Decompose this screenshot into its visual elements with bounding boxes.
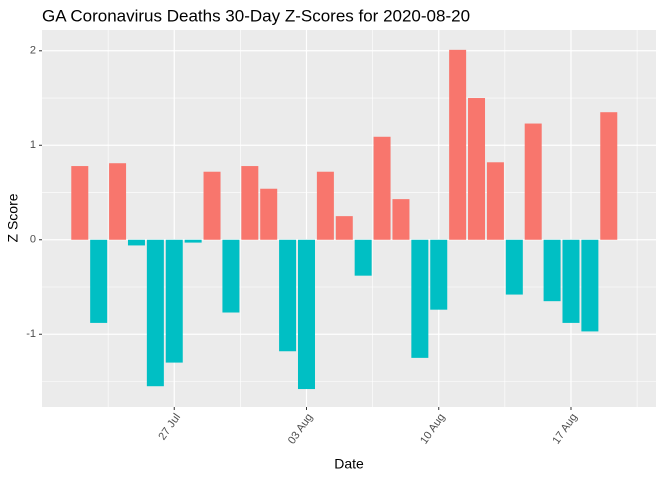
y-tick-label: 1 — [30, 139, 36, 151]
bar — [316, 171, 334, 240]
bar — [581, 239, 599, 332]
chart-title: GA Coronavirus Deaths 30-Day Z-Scores fo… — [42, 6, 470, 25]
y-axis-label: Z Score — [5, 193, 21, 242]
bar — [184, 239, 202, 243]
x-tick-label: 03 Aug — [286, 412, 315, 447]
bar — [146, 239, 164, 387]
bar — [90, 239, 108, 323]
y-tick-label: 0 — [30, 234, 36, 246]
bar — [297, 239, 315, 390]
bar — [562, 239, 580, 323]
bar — [486, 162, 504, 240]
bar — [335, 216, 353, 240]
bar — [260, 188, 278, 240]
bar — [109, 163, 127, 240]
bar — [411, 239, 429, 358]
bar — [279, 239, 297, 352]
bar — [241, 166, 259, 240]
bar — [449, 49, 467, 240]
bar — [222, 239, 240, 313]
bar — [203, 171, 221, 240]
bar — [71, 166, 89, 240]
x-axis-label: Date — [334, 456, 364, 472]
bar — [165, 239, 183, 363]
bar — [468, 98, 486, 240]
bar — [430, 239, 448, 310]
bar — [392, 199, 410, 240]
y-tick-label: 2 — [30, 45, 36, 57]
x-tick-label: 10 Aug — [418, 412, 447, 447]
bar — [524, 123, 542, 240]
x-tick-label: 27 Jul — [156, 412, 183, 443]
bar — [354, 239, 372, 276]
bar — [127, 239, 145, 246]
y-tick-label: -1 — [26, 328, 36, 340]
bar — [373, 136, 391, 240]
bar — [543, 239, 561, 302]
bar — [505, 239, 523, 295]
x-tick-label: 17 Aug — [550, 412, 579, 447]
bar — [600, 112, 618, 240]
